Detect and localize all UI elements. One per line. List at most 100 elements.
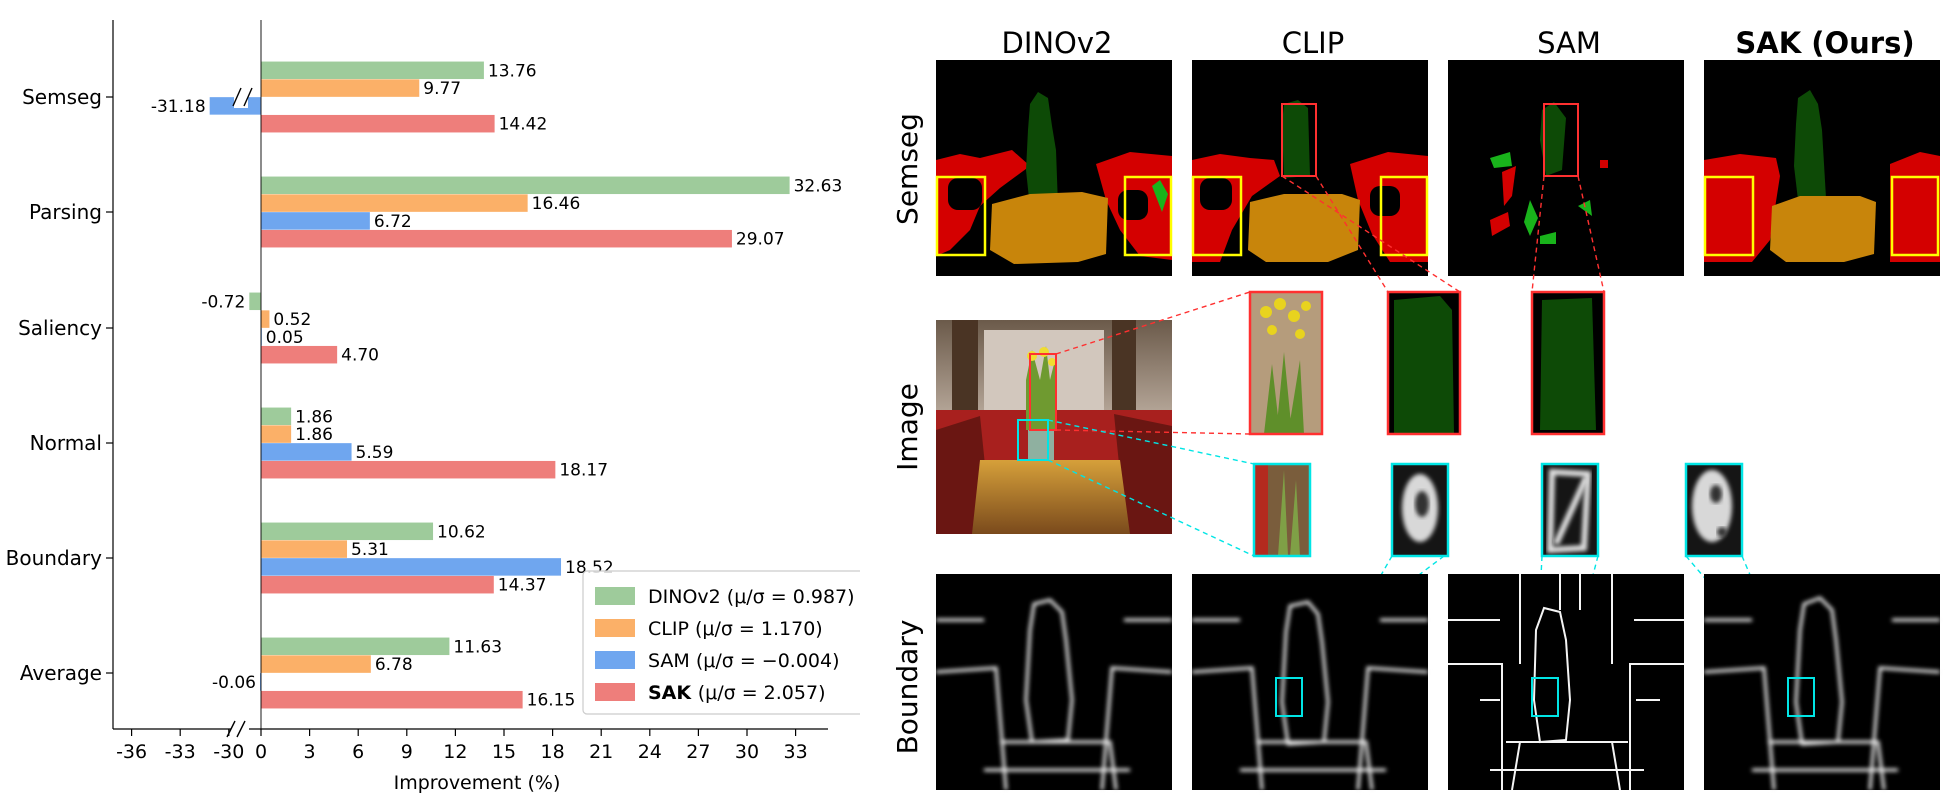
- x-tick-label: 6: [352, 741, 364, 763]
- category-label: Boundary: [6, 546, 102, 570]
- zoom-crop-image-red: [1248, 290, 1324, 436]
- bars-layer: 13.76 32.63 -0.72 1.86 10.62 11.63 9.77 16.46 0.…: [151, 61, 842, 710]
- data-label: 13.76: [488, 61, 537, 81]
- legend-label: DINOv2 (μ/σ = 0.987): [648, 586, 855, 608]
- data-label: 29.07: [736, 230, 785, 250]
- axes-layer: -36 -33 -30 0 3 6 9 12 15 18 21 24 27 30 33 Semseg Parsi…: [6, 20, 828, 763]
- legend-swatch: [595, 619, 635, 637]
- data-label: 32.63: [794, 176, 843, 196]
- data-label: 6.72: [374, 212, 412, 232]
- row-header-boundary: Boundary: [891, 620, 924, 755]
- legend-label: SAK (μ/σ = 2.057): [648, 682, 825, 704]
- data-label: 1.86: [295, 425, 333, 445]
- boundary-dinov2: [935, 574, 1173, 791]
- column-header-clip: CLIP: [1282, 26, 1344, 60]
- semseg-sam: [1448, 60, 1684, 276]
- data-label: 6.78: [375, 655, 413, 675]
- bar: [261, 690, 523, 709]
- x-tick-label: 33: [784, 741, 808, 763]
- bar-chart: 13.76 32.63 -0.72 1.86 10.62 11.63 9.77 16.46 0.…: [6, 20, 860, 794]
- semseg-sak: [1703, 60, 1940, 276]
- category-label: Saliency: [18, 316, 102, 340]
- data-label: 14.42: [499, 115, 548, 135]
- bar-break-mark: [232, 87, 253, 107]
- x-axis-label: Improvement (%): [394, 772, 561, 794]
- column-header-dinov2: DINOv2: [1001, 26, 1112, 60]
- x-tick-label: 0: [255, 741, 267, 763]
- legend-swatch: [595, 683, 635, 701]
- x-tick-label: -30: [213, 741, 244, 763]
- legend-frame: [582, 570, 860, 715]
- zoom-crop-clip-cyan: [1390, 462, 1450, 558]
- x-tick-label: 24: [638, 741, 662, 763]
- data-label: 5.31: [351, 540, 389, 560]
- bar: [261, 310, 270, 328]
- semseg-dinov2: [935, 60, 1173, 276]
- bar-break-gap: [234, 84, 248, 108]
- row-header-semseg: Semseg: [891, 113, 924, 225]
- qualitative-panel: DINOv2 CLIP SAM SAK (Ours) Semseg Image …: [891, 26, 1941, 791]
- bar: [261, 61, 484, 80]
- category-label: Semseg: [22, 85, 102, 109]
- data-label: 0.52: [273, 310, 311, 330]
- bar: [261, 575, 494, 594]
- column-header-sak: SAK (Ours): [1735, 26, 1914, 60]
- x-tick-label: -36: [116, 741, 147, 763]
- x-tick-label: 27: [686, 741, 710, 763]
- zoom-crop-clip-red: [1386, 290, 1462, 436]
- bar: [261, 345, 338, 364]
- x-tick-label: 9: [401, 741, 413, 763]
- zoom-crop-image-cyan: [1252, 462, 1312, 558]
- bar: [261, 540, 348, 558]
- category-label: Parsing: [29, 200, 102, 224]
- data-label: 16.46: [532, 194, 581, 214]
- data-label: 4.70: [341, 346, 379, 366]
- legend-label: SAM (μ/σ = −0.004): [648, 650, 840, 672]
- zoom-crop-sam-cyan: [1540, 462, 1600, 558]
- bar: [261, 655, 371, 673]
- data-label: 14.37: [498, 576, 547, 596]
- bar: [261, 229, 732, 248]
- bar: [261, 194, 528, 212]
- bar: [261, 522, 434, 541]
- x-tick-label: 21: [589, 741, 613, 763]
- data-label: 1.86: [295, 407, 333, 427]
- data-label: -0.72: [201, 292, 245, 312]
- category-label: Average: [20, 661, 102, 685]
- bar: [261, 443, 352, 461]
- data-label: -31.18: [151, 97, 206, 117]
- data-label: 0.05: [266, 328, 304, 348]
- legend: DINOv2 (μ/σ = 0.987) CLIP (μ/σ = 1.170) SA…: [582, 570, 860, 715]
- data-label: 9.77: [423, 79, 461, 99]
- bar: [261, 114, 495, 133]
- legend-label: CLIP (μ/σ = 1.170): [648, 618, 823, 640]
- bar: [261, 637, 450, 656]
- x-tick-label: 15: [492, 741, 516, 763]
- semseg-clip: [1191, 60, 1429, 276]
- legend-swatch: [595, 651, 635, 669]
- input-image: [936, 320, 1172, 534]
- data-label: -0.06: [212, 673, 256, 693]
- x-tick-label: 30: [735, 741, 759, 763]
- data-label: 18.17: [559, 461, 608, 481]
- bar: [261, 558, 562, 576]
- bar: [261, 79, 420, 97]
- boundary-sam: [1448, 574, 1684, 791]
- data-label: 5.59: [356, 443, 394, 463]
- bar: [261, 425, 292, 443]
- column-header-sam: SAM: [1537, 26, 1601, 60]
- zoom-crop-sak-cyan: [1684, 462, 1744, 558]
- bar: [261, 407, 292, 426]
- bar: [249, 292, 261, 311]
- bar: [260, 673, 261, 691]
- bar: [261, 176, 790, 195]
- x-tick-label: -33: [165, 741, 196, 763]
- x-tick-label: 18: [541, 741, 565, 763]
- x-tick-label: 12: [443, 741, 467, 763]
- data-label: 11.63: [453, 637, 502, 657]
- row-header-image: Image: [891, 383, 924, 471]
- zoom-connectors-red: [1055, 175, 1605, 435]
- bar: [261, 460, 556, 479]
- bar: [261, 212, 370, 230]
- boundary-sak: [1703, 574, 1941, 791]
